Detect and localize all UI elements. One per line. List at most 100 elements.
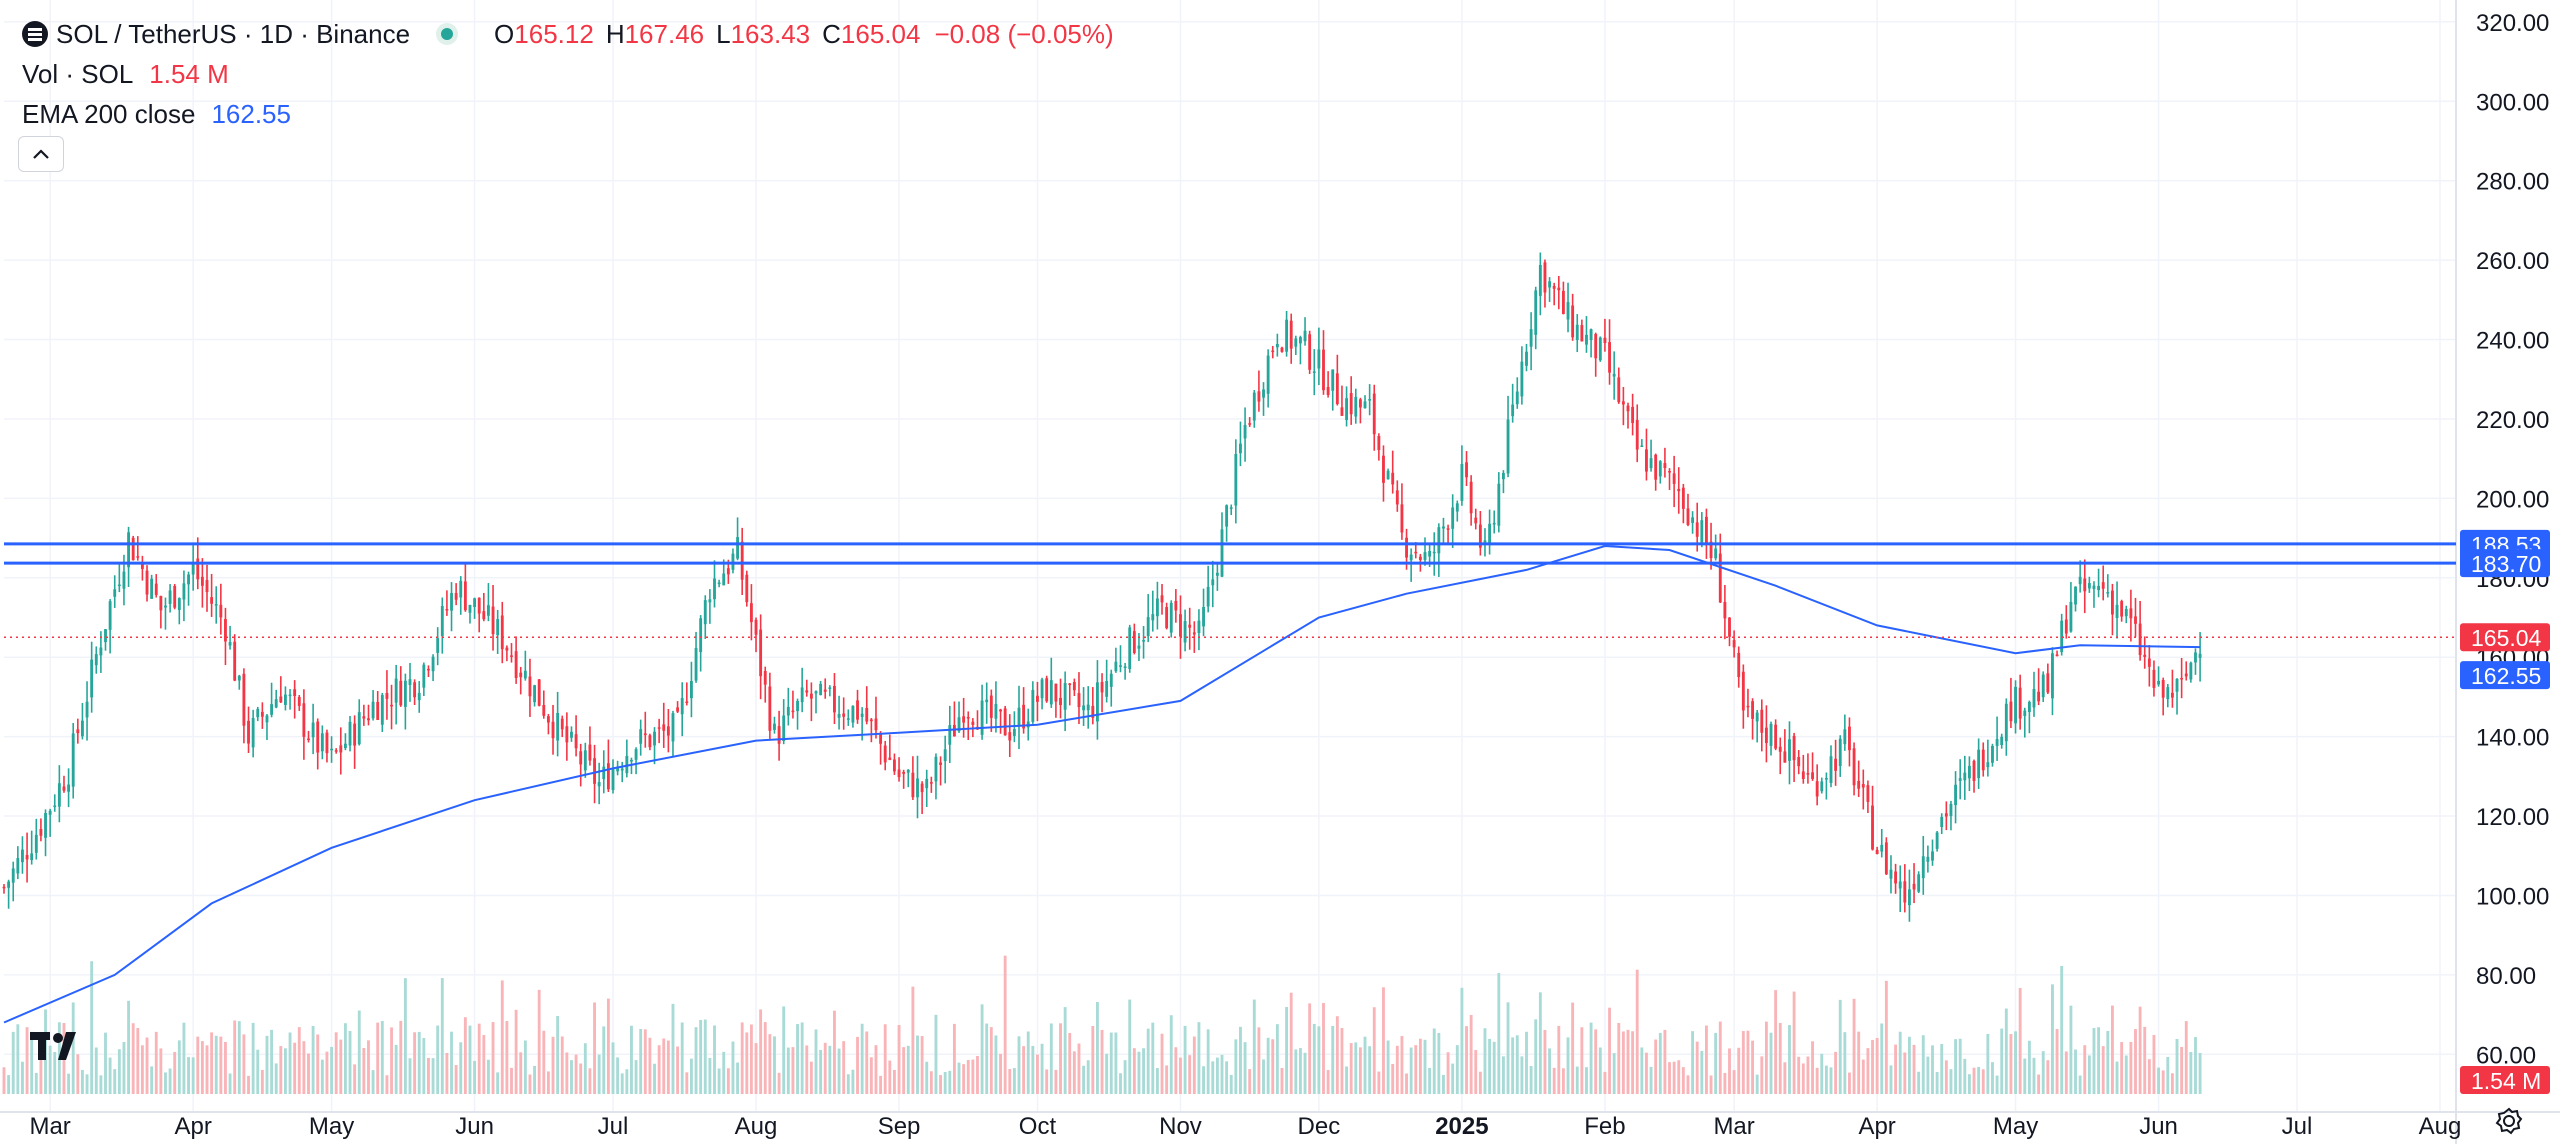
volume-bar (2157, 1067, 2160, 1094)
candle-body (911, 772, 915, 798)
candle-body (2180, 677, 2184, 680)
volume-bar (270, 1029, 274, 1094)
candle-body (846, 718, 850, 720)
volume-bar (339, 1039, 343, 1094)
candle-body (473, 598, 477, 608)
volume-bar (952, 1023, 956, 1094)
volume-bar (325, 1051, 329, 1094)
market-status-dot-icon[interactable] (436, 23, 459, 45)
legend-ema-row[interactable]: EMA 200 close 162.55 (22, 94, 1114, 134)
candle-body (2129, 608, 2133, 619)
candle-body (1257, 391, 1261, 402)
volume-bar (279, 1046, 283, 1094)
candle-body (1446, 528, 1450, 530)
volume-bar (1515, 1035, 1519, 1094)
candle-body (1465, 462, 1468, 478)
volume-bar (1266, 1037, 1270, 1094)
candle-body (1386, 470, 1390, 480)
volume-bar (1312, 1023, 1316, 1094)
volume-bar (302, 1041, 306, 1094)
candle-body (1866, 785, 1870, 802)
volume-bar (763, 1022, 767, 1094)
candle-body (556, 712, 560, 741)
volume-bar (1100, 1029, 1104, 1094)
candle-body (1645, 449, 1648, 472)
candle-body (1368, 399, 1372, 401)
ema-label: EMA 200 close (22, 99, 196, 129)
volume-bar (1492, 1041, 1496, 1094)
volume-bar (316, 1034, 320, 1094)
volume-bar (473, 1060, 477, 1094)
volume-bar (1681, 1067, 1685, 1094)
candle-body (159, 595, 163, 611)
volume-bar (2, 1067, 6, 1094)
volume-bar (1977, 1066, 1981, 1094)
volume-bar (1409, 1047, 1413, 1094)
gear-icon[interactable] (2494, 1106, 2524, 1136)
volume-bar (1949, 1069, 1953, 1094)
candle-body (1082, 705, 1086, 711)
candle-body (122, 571, 126, 589)
candle-body (1377, 436, 1381, 451)
candle-body (1548, 281, 1551, 288)
low-value: 163.43 (730, 19, 811, 49)
x-tick-label: Aug (735, 1113, 778, 1140)
volume-bar (865, 1031, 869, 1094)
volume-bar (2129, 1041, 2133, 1094)
tradingview-logo-icon[interactable] (22, 1024, 92, 1070)
volume-bar (740, 1022, 744, 1094)
candle-body (1728, 617, 1731, 637)
volume-bar (860, 1023, 864, 1094)
candle-body (325, 732, 329, 754)
volume-bar (874, 1045, 878, 1094)
volume-bar (1077, 1043, 1081, 1094)
volume-bar (694, 1027, 698, 1094)
candle-body (1340, 407, 1344, 416)
candle-body (2152, 669, 2156, 688)
candle-body (1483, 540, 1487, 543)
candle-body (1709, 541, 1713, 559)
volume-bar (1478, 1071, 1482, 1094)
change-value: −0.08 (−0.05%) (934, 19, 1114, 49)
candle-body (2051, 653, 2054, 699)
candle-body (1331, 369, 1335, 391)
volume-bar (1575, 1066, 1579, 1094)
candle-body (196, 558, 200, 580)
volume-bar (247, 1075, 250, 1094)
symbol-title[interactable]: SOL / TetherUS · 1D · Binance (56, 19, 411, 49)
volume-bar (1672, 1061, 1676, 1094)
volume-bar (1086, 1060, 1090, 1094)
candle-body (1211, 579, 1215, 586)
candle-body (1903, 881, 1907, 903)
volume-bar (916, 1035, 919, 1094)
volume-value: 1.54 M (149, 59, 229, 89)
volume-bar (1322, 1003, 1325, 1094)
candle-body (671, 713, 675, 742)
candle-body (1234, 454, 1238, 506)
volume-bar (380, 1020, 384, 1094)
candle-body (1091, 705, 1095, 718)
candle-body (1917, 874, 1921, 892)
candle-body (200, 576, 204, 586)
volume-bar (182, 1022, 186, 1094)
candle-body (809, 693, 813, 699)
candle-body (1395, 490, 1399, 505)
collapse-legend-button[interactable] (18, 136, 64, 172)
candle-body (514, 651, 518, 679)
candle-body (1132, 631, 1136, 653)
candle-body (427, 668, 430, 671)
volume-bar (1788, 1025, 1791, 1094)
candle-body (828, 687, 832, 689)
volume-bar (1349, 1043, 1353, 1094)
candle-body (1801, 771, 1805, 779)
volume-bar (805, 1045, 809, 1094)
legend-volume-row[interactable]: Vol · SOL 1.54 M (22, 54, 1114, 94)
volume-bar (1958, 1038, 1962, 1094)
volume-bar (551, 1036, 555, 1094)
y-tick-label: 220.00 (2476, 407, 2549, 434)
volume-bar (2143, 1026, 2147, 1094)
volume-bar (1400, 1036, 1404, 1094)
